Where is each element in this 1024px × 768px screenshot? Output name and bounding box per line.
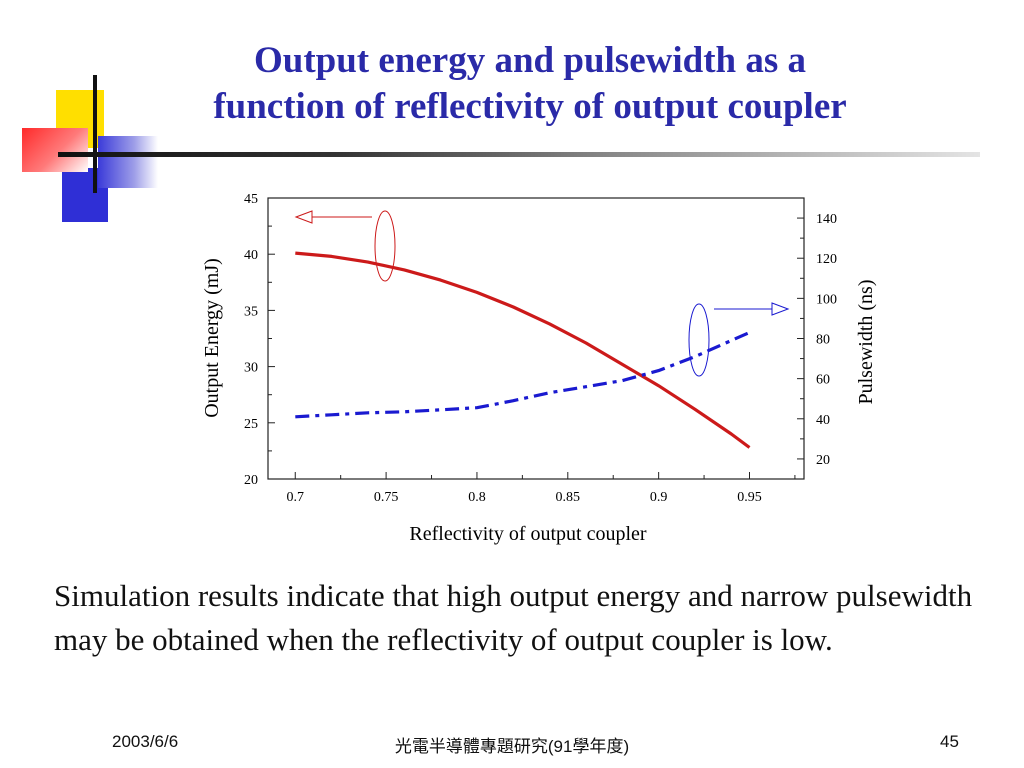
x-tick-label: 0.8 [468,490,486,505]
left-tick-label: 25 [244,417,258,432]
y-axis-left-label: Output Energy (mJ) [201,258,223,418]
footer-course: 光電半導體專題研究(91學年度) [394,737,630,756]
x-axis-label: Reflectivity of output coupler [409,523,646,545]
slide-title: Output energy and pulsewidth as a functi… [110,38,950,130]
right-tick-label: 20 [816,453,830,468]
right-tick-label: 100 [816,292,837,307]
left-tick-label: 45 [244,192,258,207]
pulsewidth-series-line [295,331,751,419]
x-tick-label: 0.9 [650,490,668,505]
right-tick-label: 60 [816,373,830,388]
footer-page-number: 45 [940,732,959,751]
left-ticks: 20 25 30 35 40 45 [244,192,275,488]
x-tick-label: 0.7 [287,490,305,505]
energy-annotation-arrowhead [294,210,313,224]
plot-frame [267,197,805,480]
decor-red-gradient [22,128,88,172]
x-tick-label: 0.75 [374,490,399,505]
left-tick-label: 20 [244,473,258,488]
x-tick-label: 0.95 [737,490,762,505]
left-tick-label: 40 [244,248,258,263]
decor-blue-gradient [98,136,158,188]
right-tick-label: 120 [816,252,837,267]
right-tick-label: 40 [816,413,830,428]
energy-series-line [295,251,751,449]
y-axis-right-label: Pulsewidth (ns) [855,280,877,405]
title-line-1: Output energy and pulsewidth as a [253,40,807,81]
pulsewidth-annotation-ellipse [688,303,710,377]
title-underline [58,152,980,157]
decor-vertical-line [93,75,97,193]
right-ticks: 20 40 60 80 100 120 140 [797,212,837,468]
x-tick-label: 0.85 [556,490,581,505]
right-tick-label: 140 [816,212,837,227]
left-tick-label: 30 [244,361,258,376]
right-tick-label: 80 [816,333,830,348]
energy-annotation-ellipse [374,210,396,282]
pulsewidth-annotation-arrowhead [771,302,790,316]
title-line-2: function of reflectivity of output coupl… [213,86,847,127]
x-ticks: 0.7 0.75 0.8 0.85 0.9 0.95 [287,472,796,505]
left-tick-label: 35 [244,304,258,319]
slide-caption: Simulation results indicate that high ou… [54,578,973,657]
series-layer [295,251,751,449]
footer-date: 2003/6/6 [112,732,179,751]
